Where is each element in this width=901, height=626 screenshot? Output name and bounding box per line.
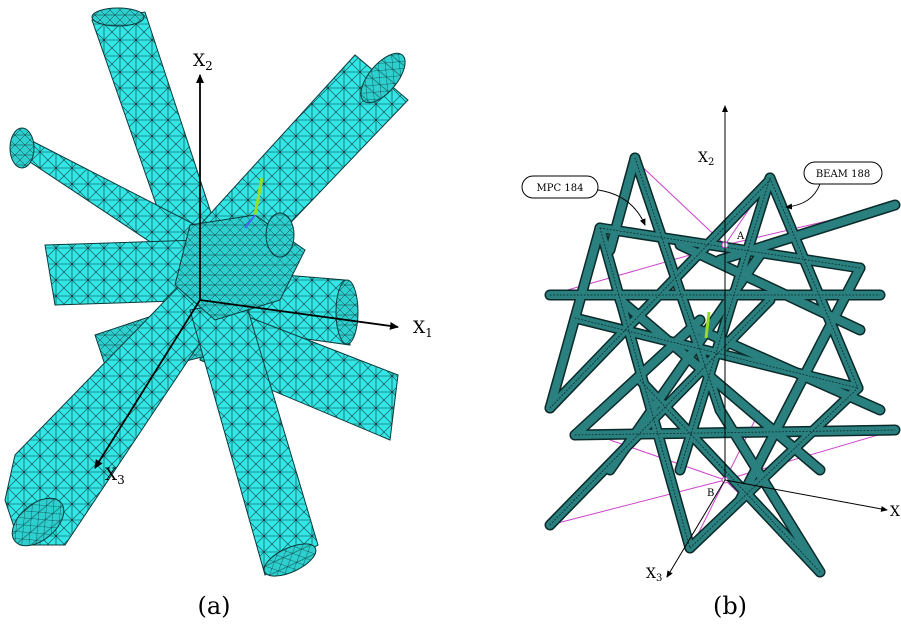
axis-x3-label: X3: [646, 566, 662, 584]
panel-b-beam-lattice: A B: [544, 152, 901, 578]
mesh-end-cap: [263, 543, 317, 577]
caption-a: (a): [197, 592, 230, 620]
panel-a-meshed-lattice: [4, 7, 409, 577]
callout-beam-label: BEAM 188: [816, 169, 870, 180]
callout-mpc-box: [521, 175, 599, 199]
triad-icon: [253, 177, 264, 216]
axis-x3-label: X3: [105, 465, 125, 487]
mesh-end-cap: [11, 497, 65, 547]
triad-icon: [244, 214, 256, 229]
axis-x2-label: X2: [193, 51, 213, 73]
callout-beam: BEAM 188: [785, 161, 883, 210]
axis-x3-arrow: [94, 299, 201, 469]
mesh-end-cap: [9, 127, 35, 169]
point-b-label: B: [707, 488, 714, 499]
mesh-end-cap: [91, 7, 145, 27]
point-a-label: A: [736, 231, 745, 242]
callout-mpc-arrow: [597, 189, 646, 226]
callout-mpc: MPC 184: [521, 175, 646, 226]
caption-b: (b): [713, 592, 747, 620]
axis-x2-label: X2: [698, 150, 714, 168]
callout-mpc-label: MPC 184: [537, 183, 584, 194]
axis-x1-arrow: [724, 479, 888, 512]
panel-b-axes: X2 X X3: [646, 105, 900, 584]
mesh-end-cap: [335, 279, 359, 345]
axis-x1-label: X1: [413, 318, 433, 340]
mesh-end-cap: [360, 52, 406, 104]
mesh-end-cap: [265, 212, 295, 258]
panel-a-axes: X2 X1 X3: [94, 51, 433, 487]
axis-x1-arrow: [199, 299, 399, 330]
beam-elements: [544, 152, 901, 578]
axis-x1-label: X: [890, 504, 900, 520]
callout-beam-box: [803, 161, 883, 185]
callout-beam-arrow: [785, 183, 821, 210]
axis-x3-arrow: [666, 479, 726, 578]
triad-icon: [704, 311, 711, 339]
